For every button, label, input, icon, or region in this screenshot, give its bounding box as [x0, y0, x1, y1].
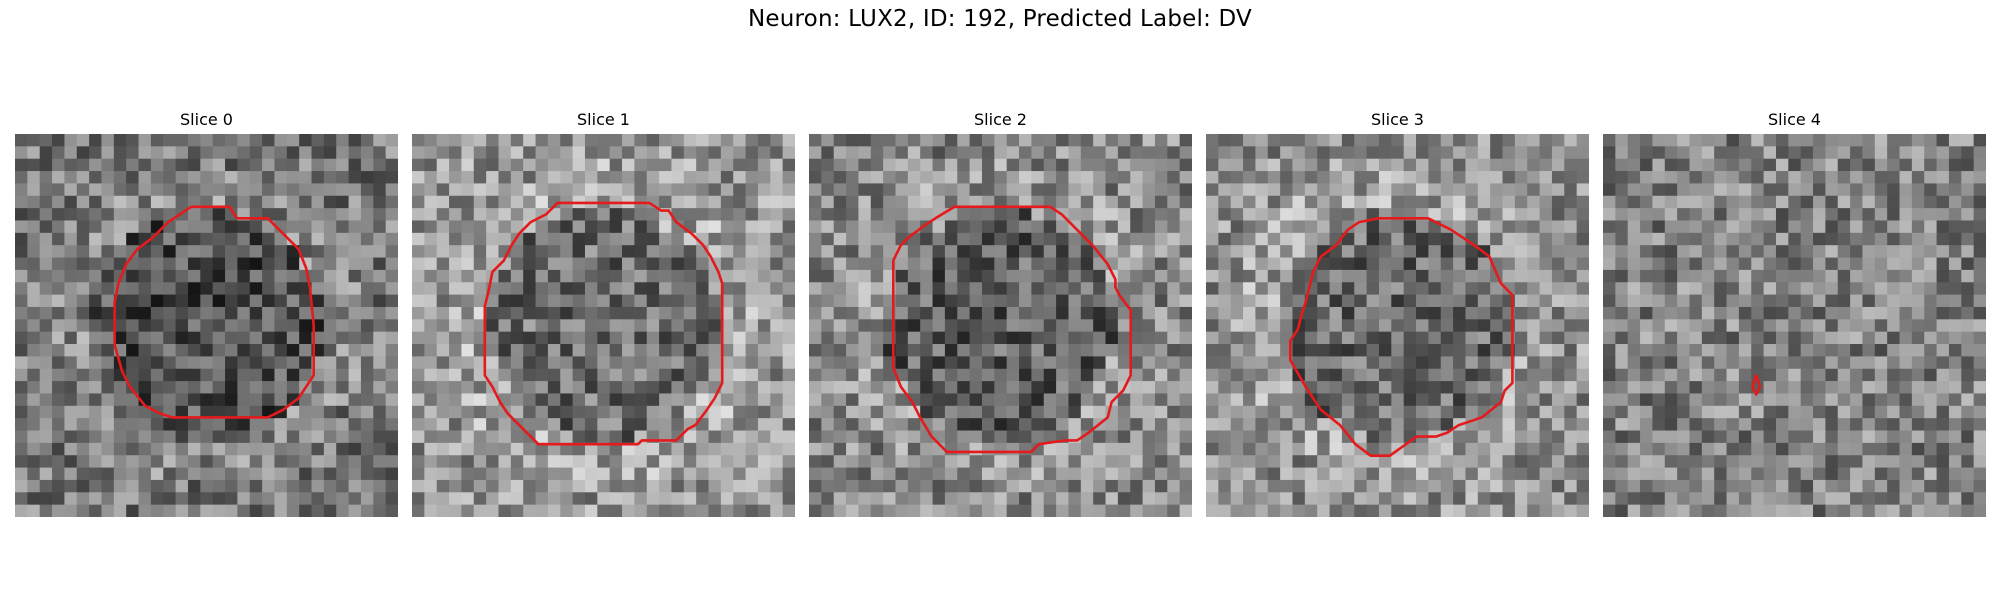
slice-title: Slice 2: [974, 110, 1027, 129]
segmentation-contour: [1289, 217, 1514, 458]
segmentation-contour: [892, 205, 1133, 454]
slice-panel: Slice 3: [1206, 110, 1589, 517]
slice-panel: Slice 4: [1603, 110, 1986, 517]
segmentation-contour: [483, 201, 724, 446]
slice-title: Slice 1: [577, 110, 630, 129]
slice-title: Slice 3: [1371, 110, 1424, 129]
figure-title: Neuron: LUX2, ID: 192, Predicted Label: …: [747, 6, 1252, 32]
slice-image: [809, 134, 1192, 517]
slice-panel: Slice 2: [809, 110, 1192, 517]
slice-image: [412, 134, 795, 517]
segmentation-contour: [113, 205, 316, 419]
slice-title: Slice 0: [180, 110, 233, 129]
slice-panel: Slice 1: [412, 110, 795, 517]
segmentation-contour: [1751, 374, 1762, 396]
slice-title: Slice 4: [1768, 110, 1821, 129]
slice-image: [1206, 134, 1589, 517]
slice-image: [1603, 134, 1986, 517]
slice-panel: Slice 0: [15, 110, 398, 517]
slice-image: [15, 134, 398, 517]
